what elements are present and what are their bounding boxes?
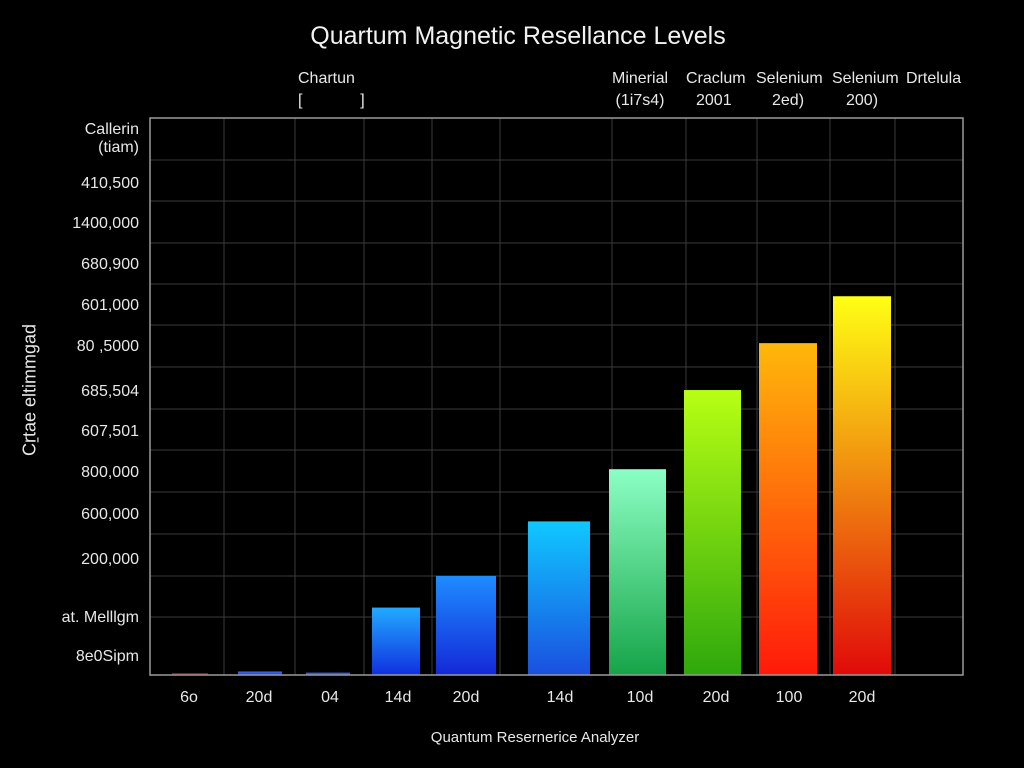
bar <box>306 672 350 675</box>
y-tick-label: at. Melllgm <box>61 609 139 626</box>
x-tick-label: 6o <box>180 689 198 706</box>
x-tick-label: 20d <box>848 689 876 706</box>
bar <box>172 673 208 675</box>
bar <box>833 296 891 675</box>
bar <box>609 469 666 675</box>
bar <box>372 607 420 675</box>
y-tick-label: 1400,000 <box>72 215 139 232</box>
legend-label-selenium-2: Selenium 200) <box>832 70 899 109</box>
legend-label-craclum: Craclum 2001 <box>686 70 746 109</box>
bar <box>238 671 282 675</box>
bar <box>759 343 817 675</box>
plot-frame <box>149 117 964 676</box>
x-tick-label: 10d <box>626 689 654 706</box>
y-tick-label: 200,000 <box>81 551 139 568</box>
x-tick-label: 20d <box>245 689 273 706</box>
y-tick-label: 410,500 <box>81 175 139 192</box>
x-tick-label: 14d <box>384 689 412 706</box>
y-tick-label: 601,000 <box>81 297 139 314</box>
chart-title: Quartum Magnetic Resellance Levels <box>310 22 726 50</box>
grid-lines <box>150 118 963 675</box>
y-tick-label: 680,900 <box>81 256 139 273</box>
bar <box>528 521 590 675</box>
y-tick-label: 600,000 <box>81 506 139 523</box>
bar <box>684 390 741 675</box>
y-tick-label: Callerin <box>84 121 139 138</box>
x-axis-label: Quantum Resernerice Analyzer <box>430 729 640 746</box>
bar <box>436 575 496 675</box>
y-tick-label: 607,501 <box>81 423 139 440</box>
x-tick-label: 04 <box>321 689 339 706</box>
y-tick-label: 8e0Sipm <box>75 648 139 665</box>
y-tick-label: (tiam) <box>98 139 139 156</box>
x-tick-label: 14d <box>546 689 574 706</box>
x-tick-label: 20d <box>452 689 480 706</box>
legend-label-chartun: Chartun [ ] <box>298 70 365 109</box>
x-tick-label: 100 <box>775 689 803 706</box>
legend-label-drtelula: Drtelula <box>906 70 962 87</box>
bars <box>172 296 891 675</box>
y-tick-label: 800,000 <box>81 464 139 481</box>
y-tick-label: 80 ,5000 <box>76 338 139 355</box>
legend-label-minerial: Minerial (1i7s4) <box>612 70 669 109</box>
y-axis-label: Cṟtae eltimmgad <box>19 323 40 457</box>
y-tick-label: 685,504 <box>81 383 139 400</box>
x-tick-label: 20d <box>702 689 730 706</box>
legend-label-selenium-1: Selenium 2ed) <box>756 70 823 109</box>
plot-border <box>149 117 964 676</box>
